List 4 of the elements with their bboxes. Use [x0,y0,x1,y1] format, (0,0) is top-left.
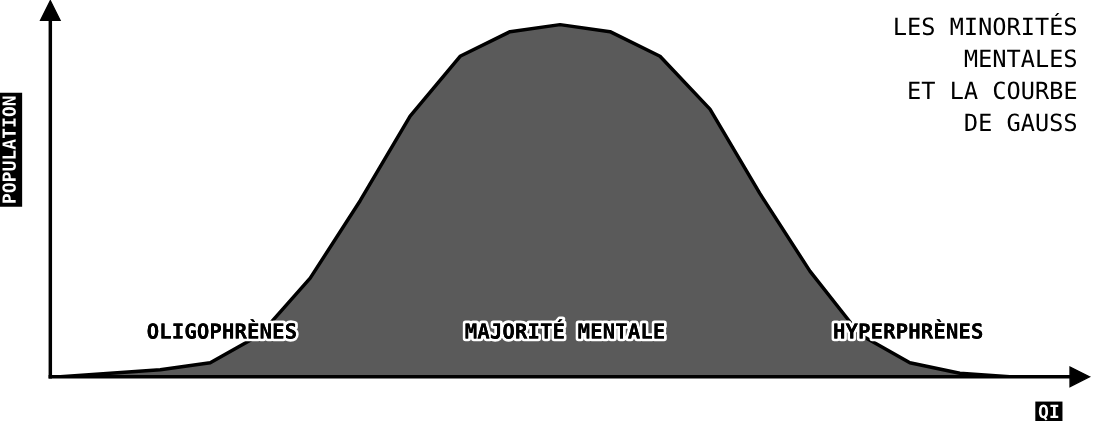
x-axis-title: QI [1038,404,1059,421]
text: LES MINORITÉS MENTALES ET LA COURBE DE GAUSS [895,13,1077,132]
annotation: MAJORITÉ MENTALE [465,319,665,339]
y-axis-title: POPULATION [2,96,16,203]
